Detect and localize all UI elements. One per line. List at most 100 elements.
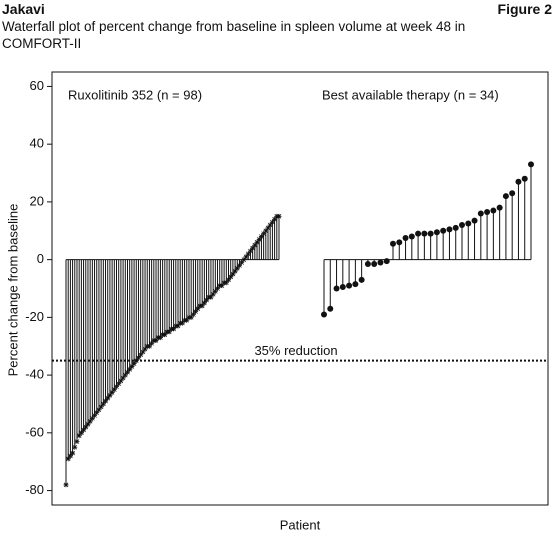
series-label: Best available therapy (n = 34) [322,87,499,102]
bar-marker [89,415,95,421]
bar-marker [408,233,415,240]
bar-marker [265,225,271,231]
bar-marker [153,337,159,343]
bar-marker [70,450,76,456]
chart-title: Waterfall plot of percent change from ba… [2,19,466,51]
bar-marker [459,221,465,228]
bar-marker [92,413,98,419]
bar-marker [135,355,141,361]
bar-marker [402,234,409,241]
bar-marker [241,257,247,263]
figure-label: Figure 2 [497,1,552,17]
bar-marker [140,349,146,355]
bar-marker [490,207,497,214]
bar-marker [267,222,273,228]
bar-marker [352,281,359,288]
bar-marker [184,317,190,323]
bar-marker [230,271,236,277]
bar-marker [96,407,102,413]
bar-marker [261,231,267,237]
y-tick-label: 40 [30,136,44,151]
bar-marker [65,456,71,462]
bar-marker [346,282,353,289]
bar-marker [179,320,185,326]
bar-marker [149,340,155,346]
y-tick-label: 0 [37,251,44,266]
bar-marker [383,258,390,265]
bar-marker [124,369,130,375]
y-tick-label: -80 [25,482,44,497]
bar-marker [76,433,82,439]
bar-marker [252,242,258,248]
bar-marker [390,240,396,247]
bar-marker [225,277,231,283]
bar-marker [63,482,69,488]
bar-marker [228,274,234,280]
reference-label: 35% reduction [254,343,337,358]
bar-marker [321,311,327,318]
bar-marker [427,230,434,237]
bar-marker [157,335,163,341]
bar-marker [199,303,205,309]
bar-marker [477,210,484,217]
bar-marker [250,245,256,251]
bar-marker [239,260,245,266]
bar-marker [162,332,168,338]
bar-marker [232,268,238,274]
y-tick-label: 60 [30,78,44,93]
bar-marker [175,323,181,329]
bar-marker [258,234,264,240]
bar-marker [502,193,509,200]
y-axis-label: Percent change from baseline [5,204,20,377]
bar-marker [446,226,453,233]
bar-marker [421,230,428,237]
bar-marker [131,361,137,367]
bar-marker [122,372,128,378]
bar-marker [272,216,278,222]
bar-marker [116,381,122,387]
bar-marker [190,311,196,317]
bar-marker [215,286,221,291]
bar-marker [484,209,491,216]
bar-marker [364,260,371,267]
bar-marker [269,219,275,225]
bar-marker [358,276,365,283]
y-tick-label: -40 [25,367,44,382]
bar-marker [327,305,334,312]
bar-marker [263,228,269,234]
bar-marker [129,363,135,369]
bar-marker [188,314,194,320]
bar-marker [396,239,403,246]
bar-marker [74,438,80,444]
y-tick-label: -20 [25,309,44,324]
bar-marker [256,236,262,242]
bar-marker [212,288,218,294]
bar-marker [142,346,148,352]
bar-marker [243,254,249,260]
bar-marker [515,178,522,185]
bar-marker [245,251,251,257]
bar-marker [377,259,384,266]
bar-marker [166,329,172,335]
bar-marker [114,384,120,390]
y-tick-label: 20 [30,193,44,208]
bar-marker [193,309,199,315]
bar-marker [440,227,447,234]
bar-marker [415,230,422,237]
bar-marker [87,418,93,424]
bar-marker [94,410,100,416]
bar-marker [138,352,144,358]
bar-marker [210,291,216,297]
bar-marker [111,387,117,393]
plot-frame [51,71,549,506]
bar-marker [120,375,126,381]
bar-marker [223,280,229,286]
bar-marker [333,285,340,292]
bar-marker [81,427,87,433]
bar-marker [146,343,152,349]
bar-marker [509,190,516,197]
bar-marker [67,453,73,459]
bar-marker [103,398,109,404]
bar-marker [276,213,282,219]
